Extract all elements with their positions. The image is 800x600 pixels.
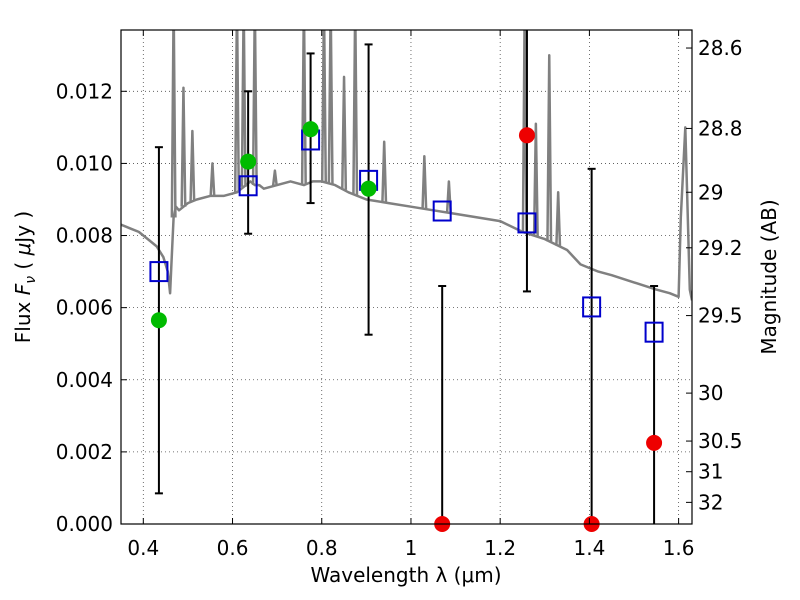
x-tick-label: 0.4 [127, 536, 159, 560]
sed-emission-line [271, 169, 278, 186]
square-marker [238, 175, 258, 197]
sed-model-layer [121, 30, 692, 301]
y-axis-left: 0.000 0.002 0.004 0.006 0.008 0.010 0.012 [56, 79, 127, 536]
right-tick-label: 28.6 [698, 36, 743, 60]
plot-frame [120, 29, 693, 525]
right-tick-label: 29 [698, 180, 723, 204]
circle-marker [150, 312, 167, 329]
sed-emission-line [521, 30, 528, 233]
sed-emission-line [180, 86, 187, 207]
sed-emission-line [546, 53, 553, 242]
sed-emission-line [320, 30, 328, 183]
x-axis: 0.4 0.6 0.8 1 1.2 1.4 1.6 [127, 30, 695, 560]
sed-emission-line [209, 162, 216, 196]
x-tick-label: 1 [405, 536, 418, 560]
right-tick-label: 31 [698, 460, 723, 484]
x-tick-label: 0.6 [217, 536, 249, 560]
sed-emission-line [240, 30, 247, 187]
circle-marker [518, 127, 535, 144]
x-tick-label: 1.4 [573, 536, 605, 560]
y-axis-right: 28.6 28.8 29 29.2 29.5 30 30.5 31 32 [686, 36, 743, 514]
y-tick-label: 0.002 [56, 440, 113, 464]
right-tick-label: 28.8 [698, 116, 743, 140]
square-marker [644, 321, 664, 343]
y-tick-label: 0.012 [56, 79, 113, 103]
square-marker [582, 296, 602, 318]
circle-marker [646, 434, 663, 451]
y-tick-label: 0.008 [56, 224, 113, 248]
y-axis-left-title: Flux Fν ( μJy ) [11, 211, 39, 343]
right-tick-label: 30.5 [698, 429, 743, 453]
sed-emission-line [327, 30, 334, 184]
right-tick-label: 29.5 [698, 304, 743, 328]
square-marker [517, 212, 537, 234]
circle-marker [302, 121, 319, 138]
sed-emission-line [532, 122, 539, 237]
y-tick-label: 0.006 [56, 296, 113, 320]
x-tick-label: 1.6 [663, 536, 695, 560]
y-tick-label: 0.010 [56, 151, 113, 175]
sed-emission-line [381, 140, 388, 203]
x-axis-title: Wavelength λ (μm) [310, 563, 501, 587]
sed-emission-line [555, 191, 562, 246]
right-tick-label: 30 [698, 381, 723, 405]
x-tick-label: 0.8 [306, 536, 338, 560]
sed-emission-line [421, 154, 428, 209]
sed-emission-line [251, 30, 258, 186]
circle-marker [360, 180, 377, 197]
sed-emission-line [189, 129, 196, 202]
circle-marker [240, 153, 257, 170]
sed-emission-line [233, 30, 241, 193]
right-tick-label: 32 [698, 490, 723, 514]
right-tick-label: 29.2 [698, 236, 743, 260]
sed-emission-line [170, 30, 177, 218]
sed-emission-line [352, 30, 359, 195]
square-marker [149, 261, 169, 283]
sed-emission-line [341, 75, 348, 190]
y-axis-right-title: Magnitude (AB) [757, 199, 781, 354]
y-tick-label: 0.000 [56, 512, 113, 536]
y-tick-label: 0.004 [56, 368, 113, 392]
data-markers [149, 121, 664, 532]
square-marker [432, 200, 452, 222]
x-tick-label: 1.2 [484, 536, 516, 560]
sed-model-continuum [121, 126, 692, 301]
